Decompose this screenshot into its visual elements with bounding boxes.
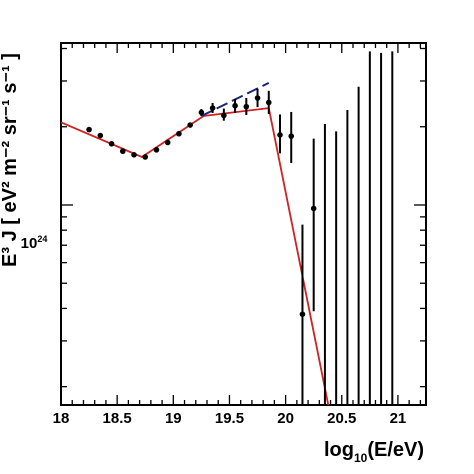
data-point (119, 148, 126, 155)
data-point (310, 205, 317, 212)
data-point (254, 95, 261, 101)
broken-power-law-line (60, 107, 330, 406)
data-point (232, 102, 238, 109)
data-point (187, 122, 193, 128)
x-tick-label: 21 (390, 410, 407, 427)
data-point (209, 105, 216, 111)
data-point (153, 147, 160, 153)
x-tick-label: 18.5 (103, 410, 132, 427)
y-tick-label-1e24: 1024 (21, 234, 48, 252)
x-tick-label: 19 (165, 410, 182, 427)
data-point (176, 130, 182, 137)
y-axis-title: E³ J [ eV² m⁻² sr⁻¹ s⁻¹ ] (0, 53, 21, 267)
data-point (277, 132, 283, 138)
data-point (265, 99, 272, 106)
plot-frame (60, 42, 427, 406)
data-point (221, 112, 227, 119)
data-point (131, 151, 137, 158)
data-point (288, 133, 295, 139)
x-tick-label: 18 (53, 410, 70, 427)
data-point (164, 139, 171, 146)
axis-ticks (60, 43, 426, 405)
x-tick-label: 19.5 (215, 410, 244, 427)
x-axis-title: log10(E/eV) (324, 439, 424, 465)
data-point (243, 103, 250, 110)
data-point (86, 126, 92, 133)
data-point (97, 132, 104, 139)
model-lines (60, 82, 330, 406)
data-point (299, 311, 306, 318)
data-points (86, 51, 394, 404)
data-point (108, 140, 115, 147)
y-tick-exponent: 24 (37, 234, 47, 244)
data-point (142, 154, 149, 160)
data-point (198, 109, 205, 116)
x-tick-label: 20.5 (327, 410, 356, 427)
x-tick-label: 20 (277, 410, 294, 427)
x-tick-labels: 18 18.5 19 19.5 20 20.5 21 (53, 410, 407, 427)
